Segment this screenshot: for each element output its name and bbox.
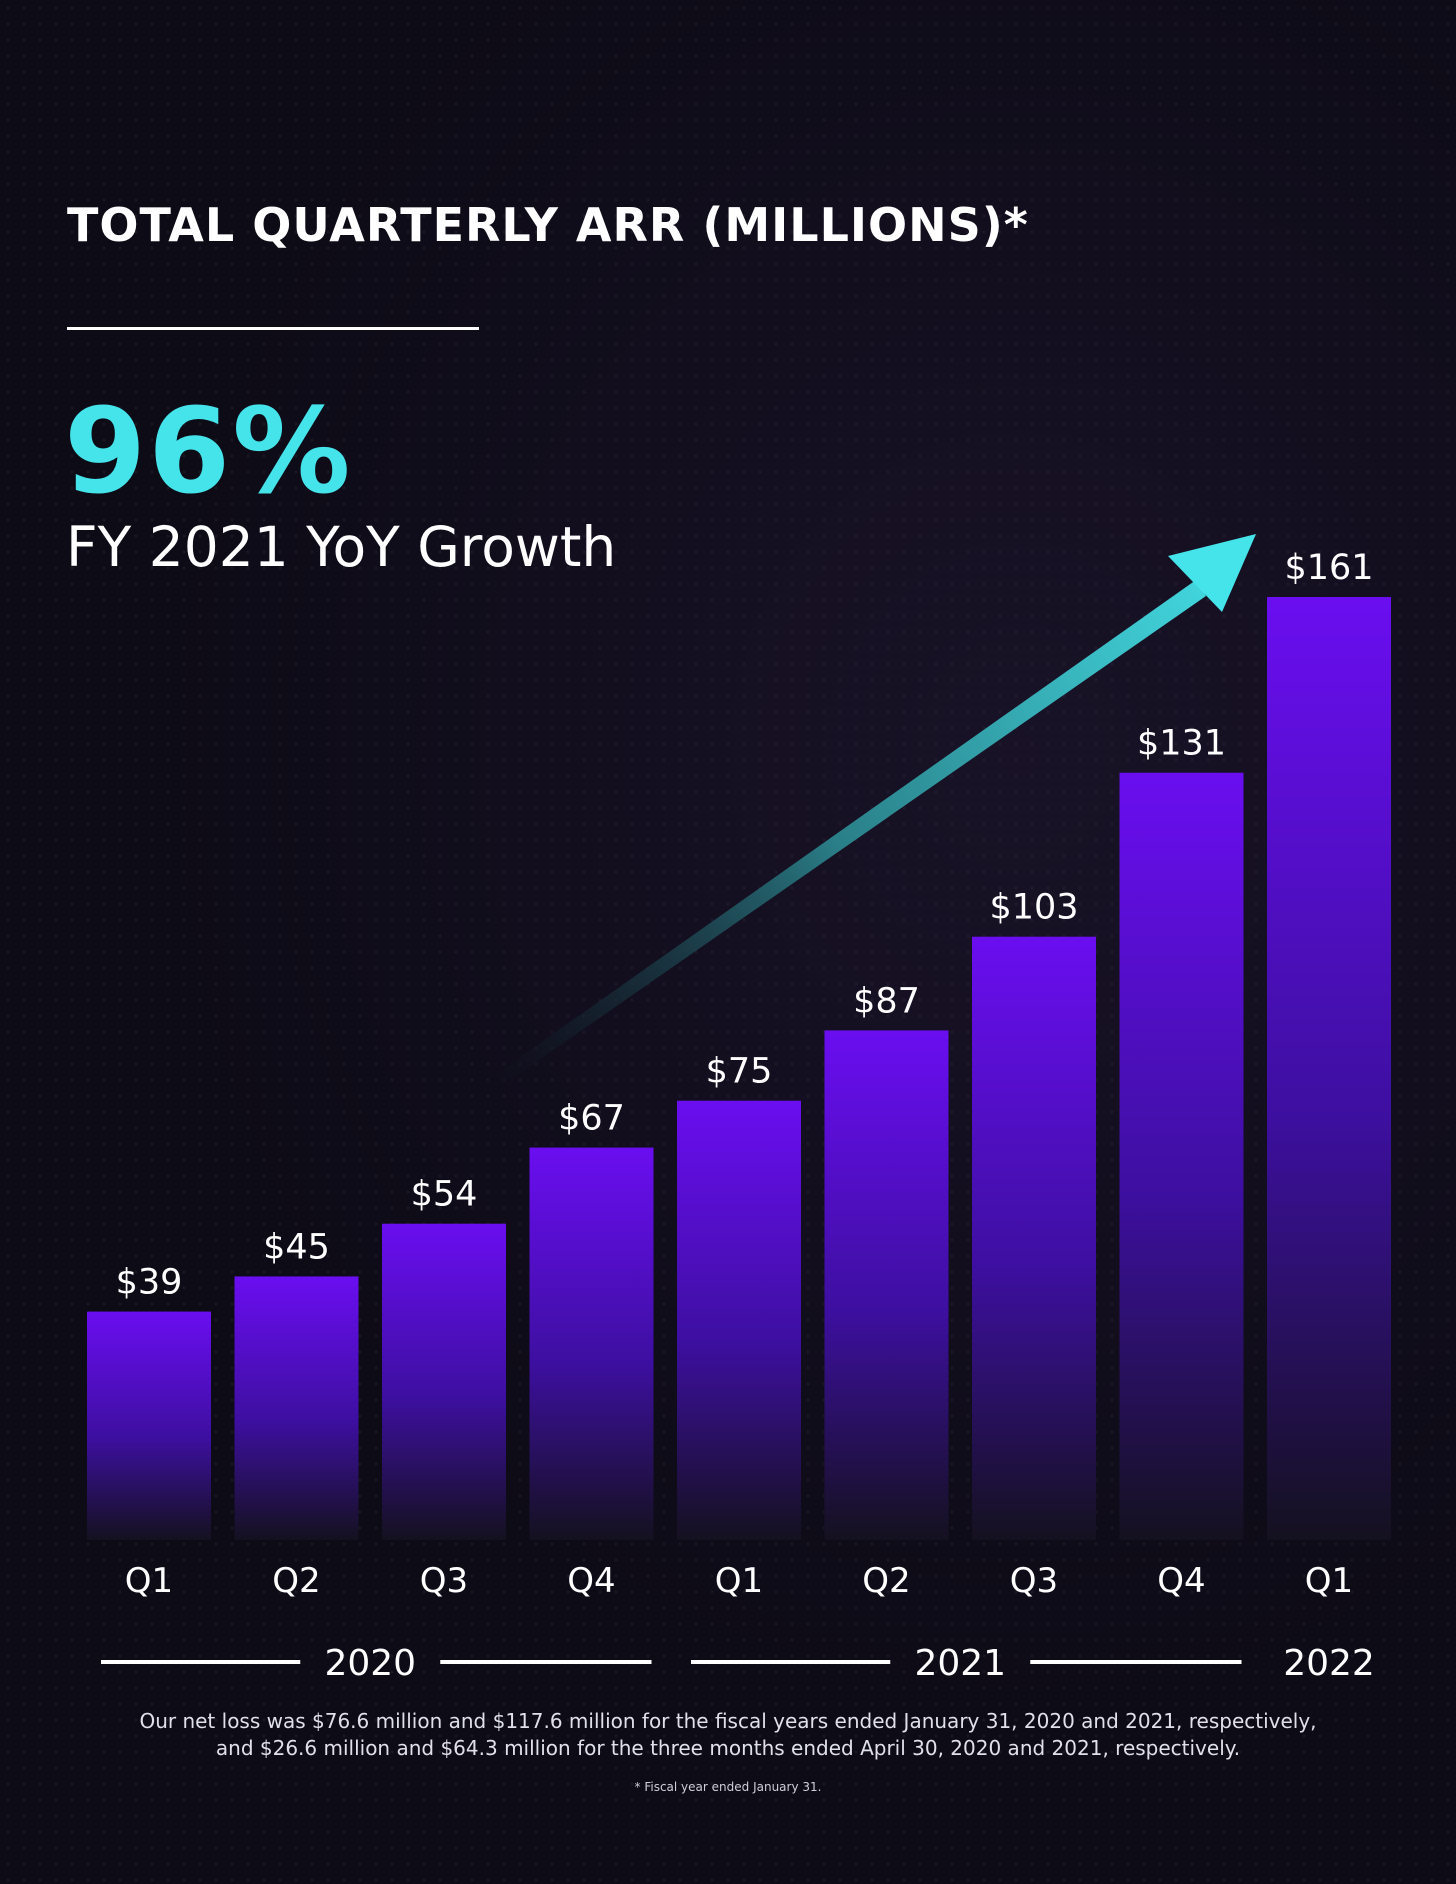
bar-value-label: $103 xyxy=(989,888,1078,928)
bar-value-label: $161 xyxy=(1284,548,1373,588)
category-tick-label: Q2 xyxy=(272,1561,320,1601)
kpi-growth-label: FY 2021 YoY Growth xyxy=(66,515,617,579)
bar-6 xyxy=(972,936,1096,1540)
bar-value-label: $39 xyxy=(116,1263,183,1303)
category-tick-label: Q1 xyxy=(715,1561,763,1601)
kpi-growth-value: 96% xyxy=(64,382,353,520)
year-label-2020: 2020 xyxy=(324,1643,416,1684)
net-loss-footnote: Our net loss was $76.6 million and $117.… xyxy=(60,1708,1396,1762)
bar-2 xyxy=(382,1223,506,1540)
bar-value-label: $67 xyxy=(558,1099,625,1139)
year-label-2021: 2021 xyxy=(914,1643,1006,1684)
bar-0 xyxy=(87,1311,211,1540)
bar-value-label: $75 xyxy=(706,1052,773,1092)
chart-title: TOTAL QUARTERLY ARR (MILLIONS)* xyxy=(67,198,1029,252)
bar-value-label: $54 xyxy=(411,1175,478,1215)
title-divider xyxy=(67,327,479,330)
category-tick-label: Q1 xyxy=(1305,1561,1353,1601)
bar-7 xyxy=(1119,772,1244,1540)
fiscal-year-footnote: * Fiscal year ended January 31. xyxy=(634,1780,822,1794)
category-tick-label: Q3 xyxy=(420,1561,468,1601)
category-tick-label: Q2 xyxy=(862,1561,910,1601)
category-tick-label: Q1 xyxy=(125,1561,173,1601)
category-tick-label: Q4 xyxy=(567,1561,615,1601)
category-tick-label: Q3 xyxy=(1010,1561,1058,1601)
bar-value-label: $45 xyxy=(263,1227,330,1267)
bar-8 xyxy=(1267,597,1391,1540)
bar-1 xyxy=(234,1276,359,1540)
category-tick-label: Q4 xyxy=(1157,1561,1205,1601)
trend-arrow-shaft xyxy=(485,580,1206,1092)
bar-5 xyxy=(824,1030,949,1540)
net-loss-line-2: and $26.6 million and $64.3 million for … xyxy=(215,1736,1241,1760)
net-loss-line-1: Our net loss was $76.6 million and $117.… xyxy=(139,1709,1317,1733)
bar-value-label: $131 xyxy=(1137,724,1226,764)
bar-3 xyxy=(529,1147,654,1540)
year-label-2022: 2022 xyxy=(1283,1643,1375,1684)
bar-value-label: $87 xyxy=(853,981,920,1021)
bar-4 xyxy=(677,1100,801,1540)
trend-arrow-head-icon xyxy=(1168,534,1256,612)
